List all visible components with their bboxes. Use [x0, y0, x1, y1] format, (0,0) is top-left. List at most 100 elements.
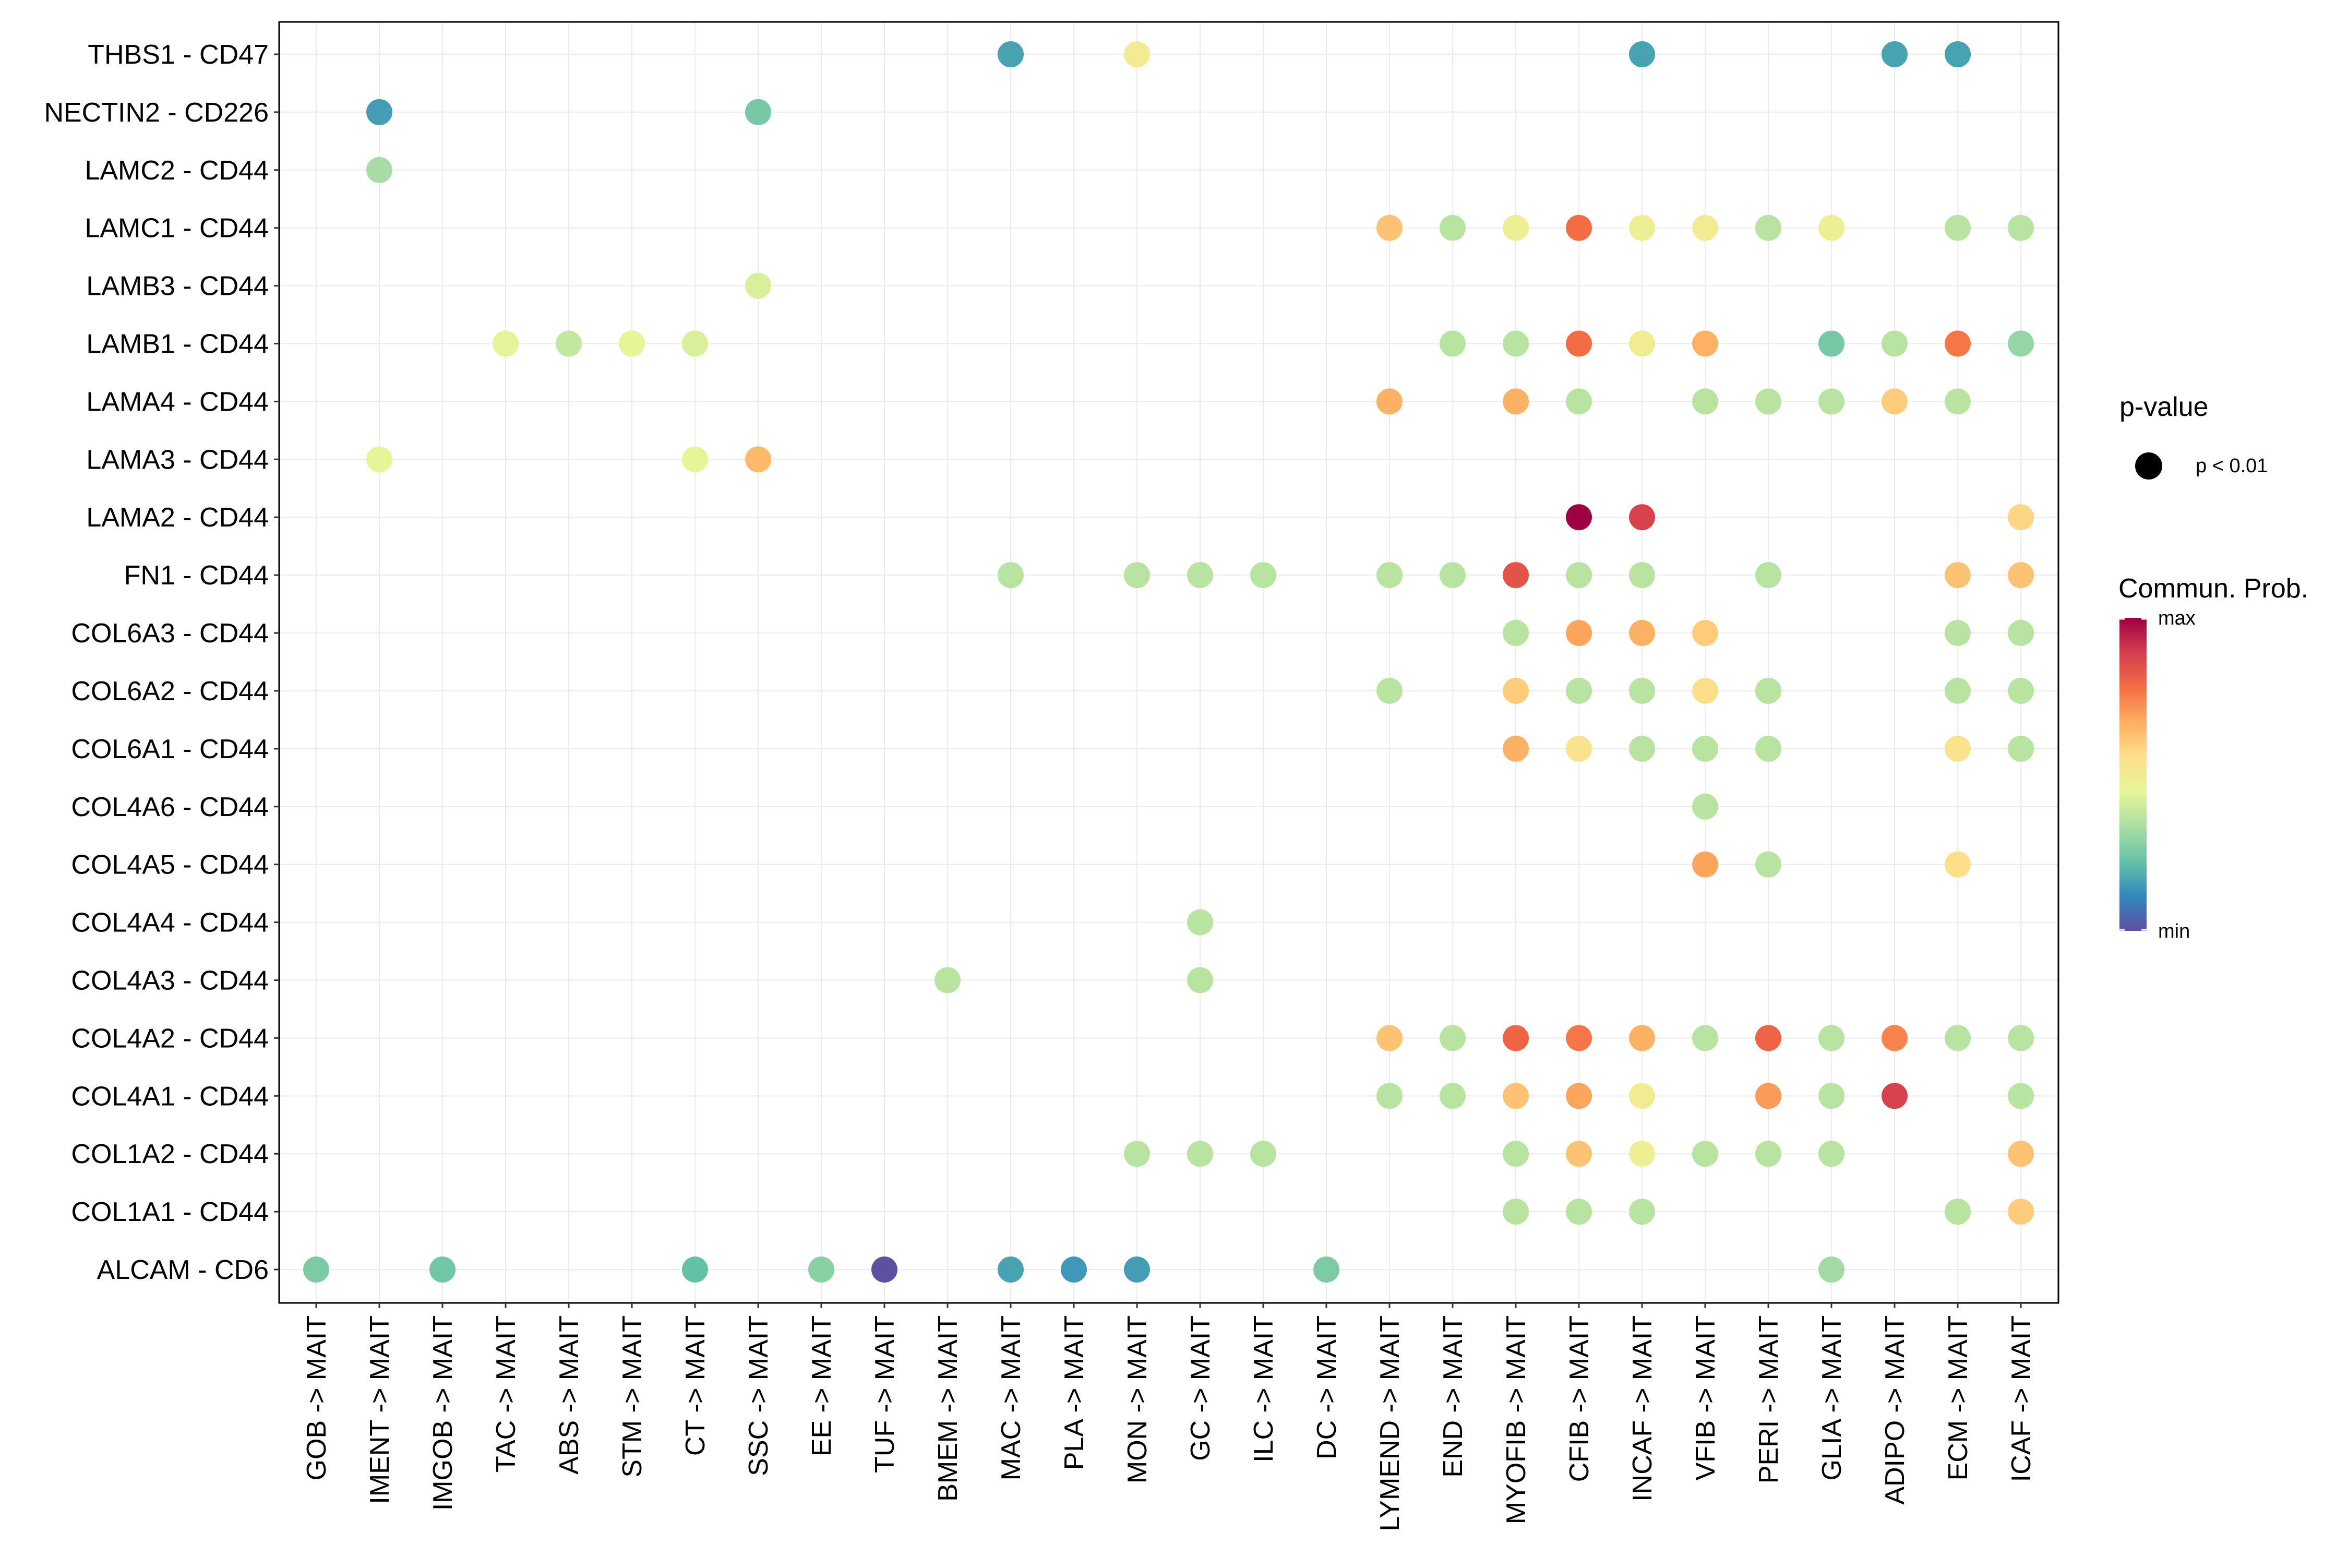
data-dot: [1376, 388, 1403, 415]
data-dot: [2008, 1199, 2034, 1225]
data-dot: [2008, 214, 2034, 241]
x-tick-label: GC -> MAIT: [1185, 1315, 1216, 1461]
data-dot: [1945, 330, 1971, 357]
x-tick-label: PERI -> MAIT: [1754, 1315, 1784, 1483]
data-dot: [1692, 620, 1718, 647]
x-tick-label: END -> MAIT: [1438, 1315, 1468, 1478]
data-dot: [1124, 562, 1150, 589]
data-dot: [871, 1256, 897, 1283]
x-tick-label: ABS -> MAIT: [554, 1315, 584, 1475]
x-tick-label: VFIB -> MAIT: [1691, 1315, 1721, 1480]
x-tick-label: IMGOB -> MAIT: [428, 1315, 458, 1511]
color-legend-min: min: [2158, 920, 2190, 942]
x-tick-label: ILC -> MAIT: [1249, 1315, 1279, 1463]
data-dot: [1882, 41, 1908, 67]
y-tick-label: COL6A3 - CD44: [71, 618, 269, 649]
data-dot: [998, 1256, 1024, 1283]
data-dot: [1692, 677, 1718, 704]
data-dot: [1692, 793, 1718, 820]
x-tick-label: DC -> MAIT: [1312, 1315, 1342, 1459]
data-dot: [1629, 1141, 1655, 1167]
data-dot: [1503, 620, 1529, 647]
data-dot: [1187, 562, 1213, 589]
axis-ticks: [274, 53, 2022, 1308]
data-dot: [1566, 562, 1592, 589]
data-dot: [1629, 677, 1655, 704]
data-dot: [1503, 1141, 1529, 1167]
data-dot: [1629, 1083, 1655, 1109]
data-dot: [935, 967, 961, 994]
y-tick-label: NECTIN2 - CD226: [44, 98, 269, 128]
y-tick-label: COL4A3 - CD44: [71, 965, 269, 996]
data-dot: [1755, 388, 1781, 415]
x-tick-label: TUF -> MAIT: [870, 1315, 900, 1473]
data-dot: [1376, 1083, 1403, 1109]
x-tick-label: IMENT -> MAIT: [365, 1315, 395, 1504]
data-dot: [1755, 562, 1781, 589]
data-dot: [2008, 504, 2034, 531]
y-tick-label: COL4A5 - CD44: [71, 850, 269, 880]
y-tick-label: COL6A1 - CD44: [71, 734, 269, 764]
data-dot: [1124, 1256, 1150, 1283]
data-dot: [1440, 330, 1466, 357]
data-dot: [1503, 677, 1529, 704]
data-dot: [1629, 504, 1655, 531]
data-dot: [1124, 41, 1150, 67]
data-dot: [1313, 1256, 1339, 1283]
data-dot: [808, 1256, 834, 1283]
data-dot: [1629, 214, 1655, 241]
data-dot: [1818, 388, 1844, 415]
data-dot: [1629, 735, 1655, 762]
data-dot: [1945, 214, 1971, 241]
data-dot: [1945, 562, 1971, 589]
data-dot: [1629, 41, 1655, 67]
data-dot: [1250, 1141, 1276, 1167]
data-dot: [1945, 41, 1971, 67]
x-tick-label: EE -> MAIT: [807, 1315, 837, 1456]
data-dot: [1945, 735, 1971, 762]
data-dot: [1503, 1083, 1529, 1109]
data-dot: [1187, 909, 1213, 936]
data-dot: [1882, 1083, 1908, 1109]
data-dot: [2008, 620, 2034, 647]
x-tick-label: SSC -> MAIT: [744, 1315, 774, 1476]
data-dot: [1818, 330, 1844, 357]
x-tick-label: CT -> MAIT: [680, 1315, 711, 1456]
data-dot: [1376, 677, 1403, 704]
data-dot: [2008, 562, 2034, 589]
data-dot: [619, 330, 645, 357]
y-tick-label: LAMC1 - CD44: [85, 213, 269, 244]
data-dot: [1061, 1256, 1087, 1283]
x-tick-label: GLIA -> MAIT: [1817, 1315, 1847, 1480]
data-dot: [1755, 735, 1781, 762]
data-dot: [303, 1256, 329, 1283]
y-tick-label: COL1A2 - CD44: [71, 1139, 269, 1169]
data-dot: [1945, 677, 1971, 704]
data-dot: [1440, 214, 1466, 241]
plot-panel-border: [278, 21, 2059, 1304]
data-dot: [1818, 1025, 1844, 1051]
data-dot: [1818, 1141, 1844, 1167]
data-dot: [1882, 330, 1908, 357]
data-dot: [1503, 330, 1529, 357]
data-dot: [1566, 1083, 1592, 1109]
data-dot: [429, 1256, 456, 1283]
data-dot: [1566, 1025, 1592, 1051]
x-tick-label: MYOFIB -> MAIT: [1501, 1315, 1531, 1524]
data-dot: [745, 99, 771, 125]
data-dot: [1945, 620, 1971, 647]
color-legend-max: max: [2158, 607, 2196, 629]
data-dot: [1945, 851, 1971, 878]
x-tick-label: LYMEND -> MAIT: [1375, 1315, 1405, 1531]
data-dot: [556, 330, 582, 357]
data-dot: [366, 446, 392, 473]
data-dot: [1882, 388, 1908, 415]
data-dot: [1566, 214, 1592, 241]
x-tick-label: INCAF -> MAIT: [1627, 1315, 1658, 1502]
data-dot: [1629, 1025, 1655, 1051]
data-dot: [1818, 1256, 1844, 1283]
pvalue-legend-label: p < 0.01: [2196, 455, 2268, 477]
data-dot: [1755, 677, 1781, 704]
y-tick-label: LAMA3 - CD44: [86, 445, 269, 475]
